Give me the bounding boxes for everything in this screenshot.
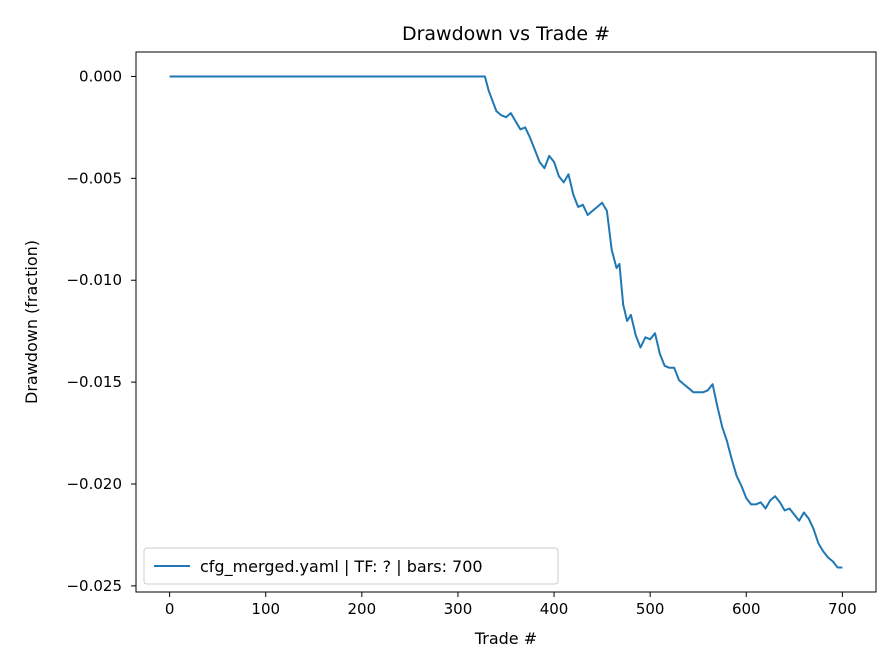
y-tick-label: −0.015 (66, 373, 122, 391)
drawdown-series-line (169, 75, 843, 569)
x-tick-label: 500 (636, 600, 665, 618)
x-axis-title: Trade # (474, 629, 537, 648)
x-tick-label: 300 (444, 600, 473, 618)
legend: cfg_merged.yaml | TF: ? | bars: 700 (143, 547, 559, 585)
y-axis-ticks: 0.000 −0.005 −0.010 −0.015 −0.020 −0.025 (66, 67, 136, 595)
chart-title: Drawdown vs Trade # (402, 23, 610, 45)
legend-label: cfg_merged.yaml | TF: ? | bars: 700 (200, 557, 483, 577)
legend-box (143, 547, 559, 585)
x-tick-label: 200 (348, 600, 377, 618)
x-axis-ticks: 0 100 200 300 400 500 600 700 (165, 592, 857, 618)
x-tick-label: 0 (165, 600, 175, 618)
y-tick-label: −0.020 (66, 475, 122, 493)
y-tick-label: −0.025 (66, 577, 122, 595)
x-tick-label: 100 (251, 600, 280, 618)
y-tick-label: −0.010 (66, 271, 122, 289)
x-tick-label: 700 (828, 600, 857, 618)
x-tick-label: 600 (732, 600, 761, 618)
plot-frame (135, 51, 877, 593)
y-tick-label: −0.005 (66, 169, 122, 187)
y-axis-title: Drawdown (fraction) (22, 240, 41, 404)
y-tick-label: 0.000 (79, 67, 122, 85)
x-tick-label: 400 (540, 600, 569, 618)
